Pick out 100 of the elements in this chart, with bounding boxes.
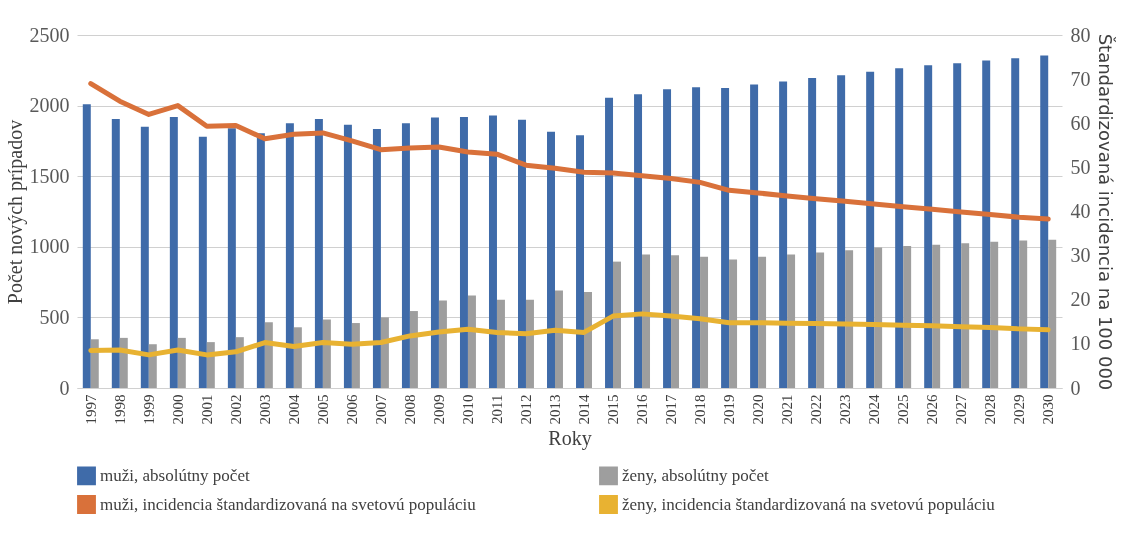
bar bbox=[401, 123, 410, 388]
y2-tick-label: 50 bbox=[1070, 155, 1091, 178]
x-tick-label: 2007 bbox=[372, 394, 389, 425]
x-tick-label: 2018 bbox=[692, 394, 709, 425]
x-tick-label: 2022 bbox=[808, 394, 825, 425]
bar bbox=[518, 119, 526, 388]
bar bbox=[808, 78, 817, 388]
x-tick-label: 2011 bbox=[488, 394, 505, 424]
y-tick-label: 2500 bbox=[29, 23, 70, 46]
x-tick-label: 2002 bbox=[227, 394, 244, 425]
bar bbox=[554, 290, 563, 388]
x-tick-label: 1998 bbox=[111, 394, 128, 425]
bar bbox=[409, 311, 418, 388]
bar bbox=[874, 247, 883, 388]
bar bbox=[547, 131, 555, 388]
x-tick-label: 2024 bbox=[866, 394, 883, 425]
bar bbox=[264, 322, 273, 388]
bar bbox=[982, 60, 991, 388]
x-tick-label: 2028 bbox=[982, 394, 999, 425]
y2-tick-label: 0 bbox=[1070, 376, 1081, 399]
x-tick-label: 2003 bbox=[256, 394, 273, 425]
x-tick-label: 2020 bbox=[750, 394, 767, 425]
x-tick-label: 2010 bbox=[459, 394, 476, 425]
bar bbox=[932, 244, 941, 388]
bar bbox=[990, 241, 999, 388]
bar bbox=[235, 337, 244, 388]
bar bbox=[1048, 239, 1057, 388]
bar bbox=[488, 115, 497, 388]
bar bbox=[779, 81, 788, 388]
bar bbox=[700, 256, 709, 388]
y2-tick-label: 80 bbox=[1070, 23, 1091, 46]
bar bbox=[459, 116, 468, 388]
bar bbox=[430, 117, 439, 388]
x-tick-label: 2017 bbox=[663, 394, 680, 425]
bar bbox=[140, 126, 149, 388]
y2-tick-label: 30 bbox=[1070, 244, 1091, 267]
bar bbox=[584, 291, 592, 388]
bar bbox=[1011, 58, 1020, 388]
y-axis-title: Počet nových prípadov bbox=[3, 119, 27, 305]
x-tick-label: 2030 bbox=[1040, 394, 1057, 425]
bar bbox=[663, 89, 672, 388]
legend-label: ženy, absolútny počet bbox=[622, 465, 769, 485]
y2-axis-title: Štandardizovaná incidencia na 100 000 bbox=[1094, 33, 1116, 391]
bar bbox=[845, 250, 854, 388]
bar bbox=[1019, 240, 1028, 388]
x-tick-label: 2025 bbox=[895, 394, 912, 425]
legend-label: ženy, incidencia štandardizovaná na svetovú populáciu bbox=[622, 494, 996, 514]
bar bbox=[729, 259, 738, 388]
x-tick-label: 2000 bbox=[169, 394, 186, 425]
x-tick-label: 2009 bbox=[430, 394, 447, 425]
x-tick-label: 2008 bbox=[401, 394, 418, 425]
bar bbox=[895, 68, 904, 388]
x-tick-label: 2004 bbox=[285, 394, 302, 425]
y2-tick-label: 20 bbox=[1070, 288, 1091, 311]
bar bbox=[351, 323, 360, 388]
legend-label: muži, incidencia štandardizovaná na svetovú populáciu bbox=[100, 494, 477, 514]
y-tick-label: 2000 bbox=[29, 94, 70, 117]
bar bbox=[1040, 55, 1049, 388]
x-tick-label: 2006 bbox=[343, 394, 360, 425]
bar bbox=[924, 65, 933, 388]
bar bbox=[90, 339, 99, 388]
x-tick-label: 2023 bbox=[837, 394, 854, 425]
y2-tick-label: 40 bbox=[1070, 200, 1091, 222]
bar bbox=[82, 104, 91, 388]
y-tick-label: 1500 bbox=[29, 164, 70, 187]
x-tick-label: 2014 bbox=[576, 394, 593, 425]
bar bbox=[816, 252, 825, 388]
bar bbox=[380, 317, 389, 388]
bar bbox=[206, 342, 215, 388]
bar bbox=[111, 119, 120, 388]
bar bbox=[671, 255, 680, 388]
x-tick-label: 2019 bbox=[721, 394, 738, 425]
bar bbox=[750, 84, 759, 388]
x-tick-label: 2016 bbox=[634, 394, 651, 425]
x-axis-title: Roky bbox=[548, 426, 592, 450]
bar bbox=[198, 136, 207, 388]
x-tick-label: 1999 bbox=[140, 394, 157, 425]
bar bbox=[837, 75, 846, 388]
bar bbox=[314, 119, 323, 388]
x-tick-label: 2013 bbox=[546, 394, 563, 425]
bar bbox=[758, 256, 767, 388]
bar bbox=[605, 97, 614, 388]
bar bbox=[496, 299, 505, 388]
x-tick-label: 2001 bbox=[198, 394, 215, 425]
y2-tick-label: 10 bbox=[1070, 332, 1091, 355]
x-tick-label: 2015 bbox=[605, 394, 622, 425]
bar bbox=[576, 135, 585, 388]
y-tick-label: 1000 bbox=[29, 235, 70, 258]
x-tick-label: 2029 bbox=[1011, 394, 1028, 425]
x-tick-label: 2005 bbox=[314, 394, 331, 425]
bar bbox=[787, 254, 796, 388]
bar bbox=[721, 87, 730, 388]
y-tick-label: 0 bbox=[59, 376, 70, 399]
legend-label: muži, absolútny počet bbox=[100, 465, 250, 485]
x-tick-label: 2012 bbox=[517, 394, 534, 425]
y2-tick-label: 70 bbox=[1070, 67, 1091, 90]
bar bbox=[903, 246, 912, 388]
bar bbox=[322, 319, 331, 388]
bar bbox=[467, 295, 476, 388]
bar bbox=[227, 128, 236, 388]
